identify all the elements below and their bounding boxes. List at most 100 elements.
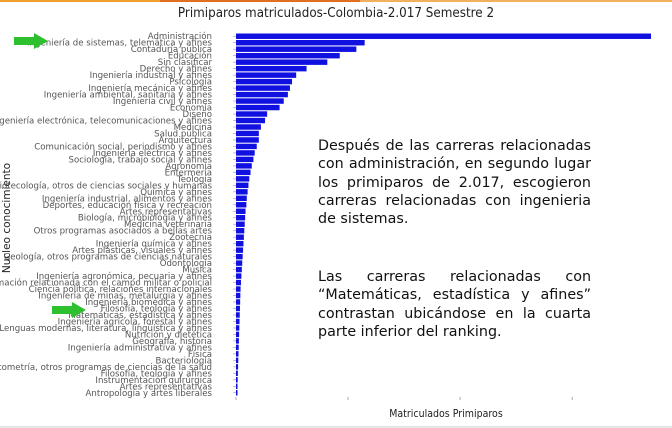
bar [236,176,250,182]
y-tick-label: Geología, otros programas de ciencias na… [4,253,213,263]
bar [236,33,651,39]
y-tick-label: Bacteriología [156,356,212,366]
y-tick-label: Medicina [174,123,212,133]
bar [236,247,244,253]
y-tick-label: Instrumentación quirúrgica [95,375,212,386]
y-tick-label: Ingeniería agrícola, forestal y afines [58,317,213,327]
bar [236,234,244,240]
y-tick-label: Medicina veterinaria [124,220,212,230]
bottom-border [0,426,672,428]
bar [236,390,238,396]
chart-title: Primiparos matriculados-Colombia-2.017 S… [177,6,495,21]
y-tick-label: Antropología y artes liberales [86,389,213,399]
bar [236,59,328,65]
y-tick-label: Ingeniería electrónica, telecomunicacion… [0,116,213,127]
y-tick-label: Sin clasificar [158,58,213,68]
y-tick-label: Ingeniería de sistemas, telemática y afi… [27,39,212,49]
y-tick-label: Artes plásticas, visuales y afines [72,246,212,256]
bar [236,65,307,72]
bar [236,40,365,46]
y-tick-label: Contaduría pública [131,45,212,55]
y-tick-label: Salud pública [154,129,212,139]
y-tick-label: Psicología [169,78,212,88]
bar [236,383,238,389]
bar [236,266,242,273]
y-tick-label: Lenguas modernas, literatura, lingüístic… [0,324,213,334]
y-tick-label: Optometría, otros programas de ciencias … [0,363,212,373]
y-tick-label: Ingeniería eléctrica y afines [93,148,213,159]
y-tick-label: Ingeniería química y afines [96,240,213,250]
bar [236,104,280,111]
arrow-icon [14,33,48,49]
annotation-paragraph-2: Las carreras relacionadas con “Matemátic… [318,269,591,340]
y-tick-label: Ingeniería industrial, alimentos y afine… [42,194,213,204]
bar [236,338,239,344]
y-tick-label: Artes representativas [120,207,213,217]
bar [236,163,252,169]
bar [236,111,268,117]
bar [236,215,246,221]
y-tick-label: Arquitectura [158,136,212,146]
bar [236,344,239,351]
y-tick-label: Geografía, historia [132,337,212,347]
y-tick-label: Bibliotecología, otros de ciencias socia… [0,181,213,191]
bar [236,202,247,208]
y-tick-label: Zootecnia [169,233,212,243]
y-tick-label: Física [188,350,212,360]
bar [236,286,241,292]
y-tick-label: Música [182,266,212,276]
bar [236,46,357,52]
bar [236,98,284,104]
bar [236,143,257,150]
y-tick-label: Ingeniería mecánica y afines [88,84,212,94]
bar [236,260,243,266]
strip-segment [360,0,672,2]
bar [236,279,241,286]
strip-segment [160,0,360,2]
y-tick-label: Ingeniería ambiental, sanitaria y afines [44,91,213,101]
y-tick-label: Sociología, trabajo social y afines [68,155,212,165]
bar [236,351,239,357]
y-tick-label: Ingeniería agronómica, pecuaria y afines [36,271,212,282]
arrow-icon [52,302,86,318]
bar [236,156,254,163]
bar [236,370,238,377]
bar [236,182,249,189]
bar [236,299,241,305]
y-tick-label: Ingeniería administrativa y afines [68,343,213,353]
bar [236,91,288,98]
y-tick-label: Nutrición y dietética [125,329,212,340]
bar [236,85,290,91]
bar [236,312,240,318]
y-tick-label: Ingeniería de minas, metalurgia y afines [38,292,212,302]
bar [236,189,248,195]
bar [236,52,340,59]
bar [236,208,246,214]
strip-segment [0,0,160,2]
bar [236,305,240,312]
bar [236,240,244,247]
y-tick-label: Administración [148,31,212,42]
bar [236,357,239,364]
bar [236,253,243,260]
y-tick-label: Agronomía [165,162,212,172]
y-tick-label: Educación [168,51,212,62]
bar [236,292,241,299]
y-tick-label: Odontología [160,259,212,269]
annotation-paragraph-1: Después de las carreras relacionadas con… [318,138,591,228]
y-tick-label: Formación relacionada con el campo milit… [0,278,212,289]
y-tick-label: Teología [176,175,212,185]
x-axis-title: Matriculados Primiparos [389,408,503,420]
bar [236,124,261,130]
bar [236,364,239,370]
y-tick-label: Ingeniería biomédica y afines [85,297,212,308]
bar [236,169,251,176]
y-tick-label: Ingeniería industrial y afines [90,71,213,81]
bar [236,150,255,156]
y-tick-label: Otros programas asociados a bellas artes [34,227,213,237]
y-tick-label: Comunicación social, periodismo y afines [34,141,212,152]
bar [236,273,242,279]
bar [236,72,297,78]
bar [236,137,259,143]
